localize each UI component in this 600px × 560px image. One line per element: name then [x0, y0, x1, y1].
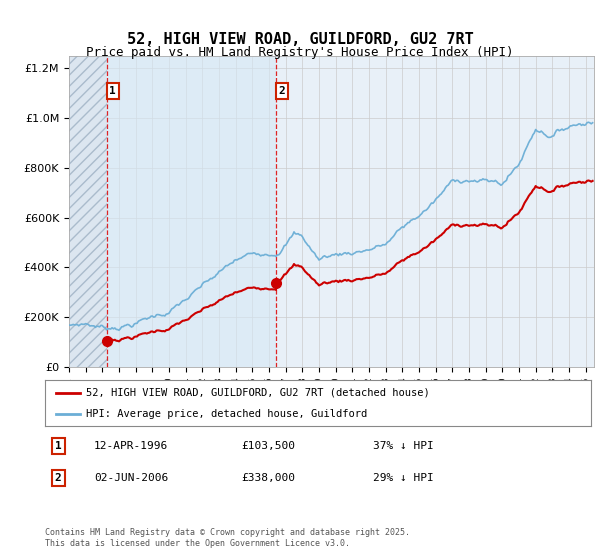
Text: 12-APR-1996: 12-APR-1996 [94, 441, 169, 451]
Bar [69, 56, 107, 367]
Text: 2: 2 [278, 86, 285, 96]
Text: HPI: Average price, detached house, Guildford: HPI: Average price, detached house, Guil… [86, 409, 367, 419]
Text: 52, HIGH VIEW ROAD, GUILDFORD, GU2 7RT: 52, HIGH VIEW ROAD, GUILDFORD, GU2 7RT [127, 32, 473, 48]
Text: 1: 1 [110, 86, 116, 96]
Text: Contains HM Land Registry data © Crown copyright and database right 2025.
This d: Contains HM Land Registry data © Crown c… [45, 528, 410, 548]
Bar [107, 56, 276, 367]
Text: 37% ↓ HPI: 37% ↓ HPI [373, 441, 433, 451]
Text: 1: 1 [55, 441, 62, 451]
Text: 02-JUN-2006: 02-JUN-2006 [94, 473, 169, 483]
Text: 52, HIGH VIEW ROAD, GUILDFORD, GU2 7RT (detached house): 52, HIGH VIEW ROAD, GUILDFORD, GU2 7RT (… [86, 388, 430, 398]
Text: Price paid vs. HM Land Registry's House Price Index (HPI): Price paid vs. HM Land Registry's House … [86, 46, 514, 59]
Bar [69, 56, 107, 367]
Text: 2: 2 [55, 473, 62, 483]
Text: 29% ↓ HPI: 29% ↓ HPI [373, 473, 433, 483]
Text: £103,500: £103,500 [242, 441, 296, 451]
Text: £338,000: £338,000 [242, 473, 296, 483]
